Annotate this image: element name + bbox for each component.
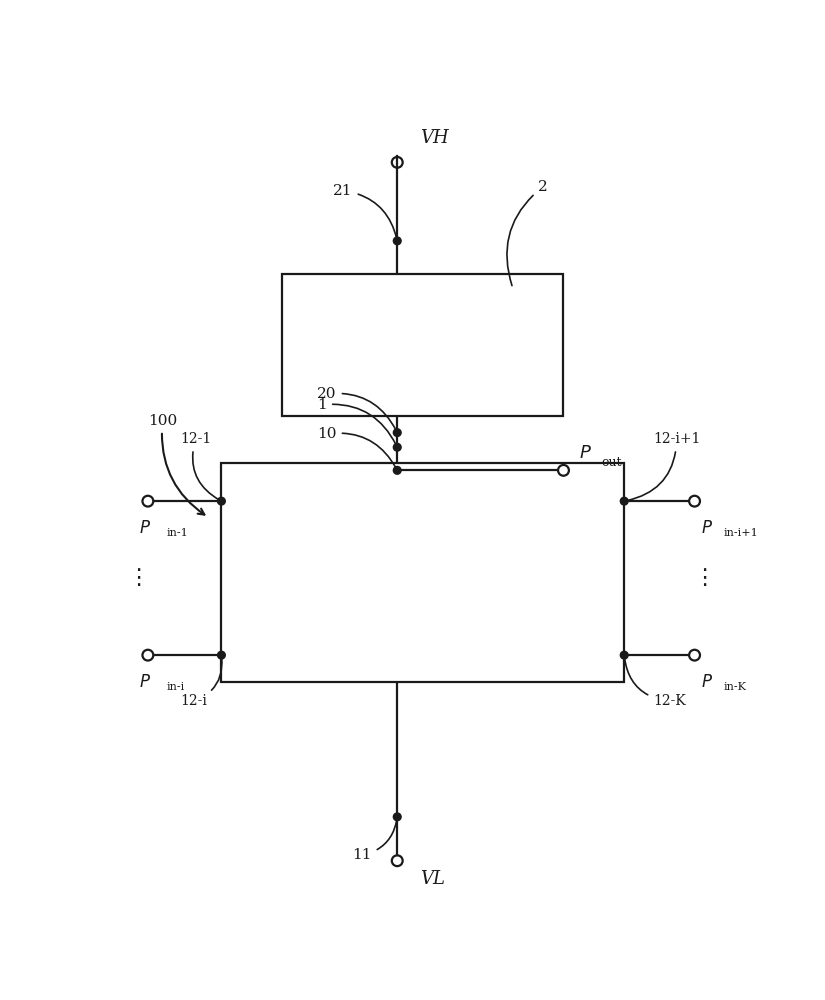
- Text: in-i+1: in-i+1: [724, 528, 758, 538]
- Text: 20: 20: [318, 387, 396, 430]
- Text: 10: 10: [318, 427, 396, 468]
- Text: in-1: in-1: [167, 528, 189, 538]
- Ellipse shape: [394, 429, 401, 436]
- Text: 12-1: 12-1: [180, 432, 219, 500]
- Text: ⋮: ⋮: [693, 568, 715, 588]
- Text: in-K: in-K: [724, 682, 747, 692]
- Text: $P$: $P$: [579, 444, 592, 462]
- Text: 21: 21: [333, 184, 397, 238]
- Ellipse shape: [394, 237, 401, 245]
- Text: out: out: [602, 456, 622, 469]
- Text: in-i: in-i: [167, 682, 186, 692]
- Text: $P$: $P$: [701, 674, 713, 691]
- Ellipse shape: [218, 651, 225, 659]
- Ellipse shape: [394, 466, 401, 474]
- Text: $P$: $P$: [139, 674, 151, 691]
- Text: 100: 100: [148, 414, 205, 515]
- Text: $P$: $P$: [701, 520, 713, 537]
- Ellipse shape: [218, 497, 225, 505]
- Ellipse shape: [620, 651, 628, 659]
- Text: 12-i: 12-i: [180, 658, 222, 708]
- Ellipse shape: [394, 813, 401, 821]
- Text: 11: 11: [352, 820, 397, 862]
- Text: 12-i+1: 12-i+1: [627, 432, 700, 501]
- Bar: [282, 274, 563, 416]
- Text: VH: VH: [420, 129, 448, 147]
- Text: 1: 1: [318, 398, 396, 445]
- Bar: [221, 463, 625, 682]
- Text: $P$: $P$: [139, 520, 151, 537]
- Text: ⋮: ⋮: [127, 568, 149, 588]
- Text: VL: VL: [420, 870, 445, 888]
- Ellipse shape: [620, 497, 628, 505]
- Text: 2: 2: [507, 180, 548, 286]
- Ellipse shape: [394, 443, 401, 451]
- Text: 12-K: 12-K: [625, 658, 686, 708]
